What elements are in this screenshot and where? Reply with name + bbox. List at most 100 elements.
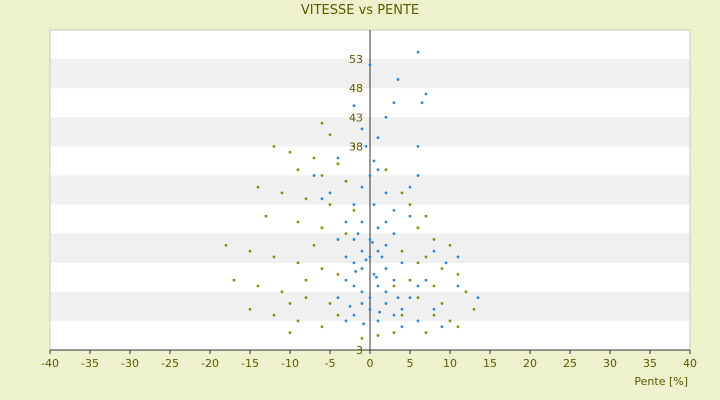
scatter-point xyxy=(360,267,364,270)
scatter-point xyxy=(344,319,348,323)
scatter-point xyxy=(288,302,292,305)
x-tick-label: 25 xyxy=(563,357,577,370)
scatter-point xyxy=(440,302,444,305)
scatter-point xyxy=(384,302,388,305)
scatter-point xyxy=(392,101,396,105)
scatter-point xyxy=(416,50,420,54)
scatter-point xyxy=(288,331,292,334)
scatter-point xyxy=(364,144,368,148)
chart-title: VITESSE vs PENTE xyxy=(300,3,420,18)
scatter-point xyxy=(376,319,380,323)
x-tick-label: -25 xyxy=(161,357,179,370)
y-tick-label: 38 xyxy=(349,140,363,153)
x-tick-label: -20 xyxy=(201,357,219,370)
scatter-point xyxy=(224,243,228,247)
scatter-point xyxy=(248,307,252,311)
scatter-point xyxy=(368,307,372,311)
scatter-point xyxy=(248,249,252,253)
scatter-point xyxy=(312,243,316,247)
scatter-point xyxy=(432,238,436,241)
scatter-point xyxy=(400,313,404,317)
scatter-point xyxy=(400,325,404,329)
scatter-point xyxy=(272,313,276,317)
y-tick-label: 48 xyxy=(349,82,363,95)
scatter-point xyxy=(376,226,380,230)
scatter-point xyxy=(400,307,404,311)
scatter-point xyxy=(456,255,460,259)
scatter-point xyxy=(392,278,396,282)
scatter-point xyxy=(280,191,284,195)
scatter-point xyxy=(408,185,412,189)
scatter-point xyxy=(372,203,376,206)
scatter-point xyxy=(352,261,356,265)
scatter-point xyxy=(376,334,380,337)
scatter-point xyxy=(364,258,368,262)
scatter-point xyxy=(344,232,348,236)
scatter-point xyxy=(396,78,400,81)
scatter-point xyxy=(354,270,357,273)
scatter-point xyxy=(424,255,428,259)
scatter-point xyxy=(296,168,300,172)
scatter-point xyxy=(256,284,260,288)
scatter-point xyxy=(352,208,356,212)
scatter-point xyxy=(392,208,396,212)
y-tick-label: 3 xyxy=(356,344,363,357)
x-tick-label: -5 xyxy=(325,357,336,370)
scatter-point xyxy=(256,185,260,189)
scatter-point xyxy=(272,255,276,259)
scatter-point xyxy=(400,191,404,195)
scatter-point xyxy=(384,191,388,195)
x-tick-label: 15 xyxy=(483,357,497,370)
scatter-point xyxy=(384,290,388,294)
scatter-point xyxy=(344,278,348,282)
x-tick-label: -10 xyxy=(281,357,299,370)
scatter-point xyxy=(384,115,388,119)
scatter-point xyxy=(360,336,364,340)
scatter-point xyxy=(320,197,324,201)
scatter-point xyxy=(352,104,356,108)
scatter-point xyxy=(304,197,308,201)
scatter-point xyxy=(416,174,420,177)
scatter-point xyxy=(336,238,340,241)
scatter-point xyxy=(378,310,381,314)
scatter-point xyxy=(416,144,420,148)
scatter-point xyxy=(296,220,300,224)
scatter-point xyxy=(336,296,340,300)
scatter-point xyxy=(432,284,436,288)
scatter-point xyxy=(392,232,396,236)
scatter-point xyxy=(362,322,365,326)
scatter-point xyxy=(444,261,448,265)
scatter-point xyxy=(472,307,476,311)
scatter-point xyxy=(380,255,384,259)
scatter-point xyxy=(344,179,348,183)
scatter-point xyxy=(448,243,452,247)
scatter-point xyxy=(408,296,412,300)
scatter-point xyxy=(384,267,388,270)
scatter-point xyxy=(360,185,364,189)
scatter-point xyxy=(416,319,420,323)
scatter-point xyxy=(356,232,360,236)
scatter-point xyxy=(368,255,372,259)
scatter-point xyxy=(416,261,420,265)
x-tick-label: -15 xyxy=(241,357,259,370)
scatter-point xyxy=(375,275,378,279)
scatter-point xyxy=(352,238,356,241)
scatter-point xyxy=(396,296,400,300)
scatter-point xyxy=(456,272,460,276)
scatter-point xyxy=(448,319,452,323)
scatter-point xyxy=(424,331,428,334)
scatter-point xyxy=(376,249,380,253)
scatter-point xyxy=(312,174,316,177)
scatter-point xyxy=(344,255,348,259)
scatter-point xyxy=(476,296,480,300)
scatter-point xyxy=(336,162,340,166)
y-tick-label: 43 xyxy=(349,111,363,124)
scatter-point xyxy=(384,168,388,172)
x-tick-label: -35 xyxy=(81,357,99,370)
scatter-point xyxy=(320,121,324,125)
scatter-point xyxy=(432,313,436,317)
scatter-point xyxy=(456,284,460,288)
scatter-point xyxy=(336,272,340,276)
scatter-point xyxy=(320,267,324,270)
